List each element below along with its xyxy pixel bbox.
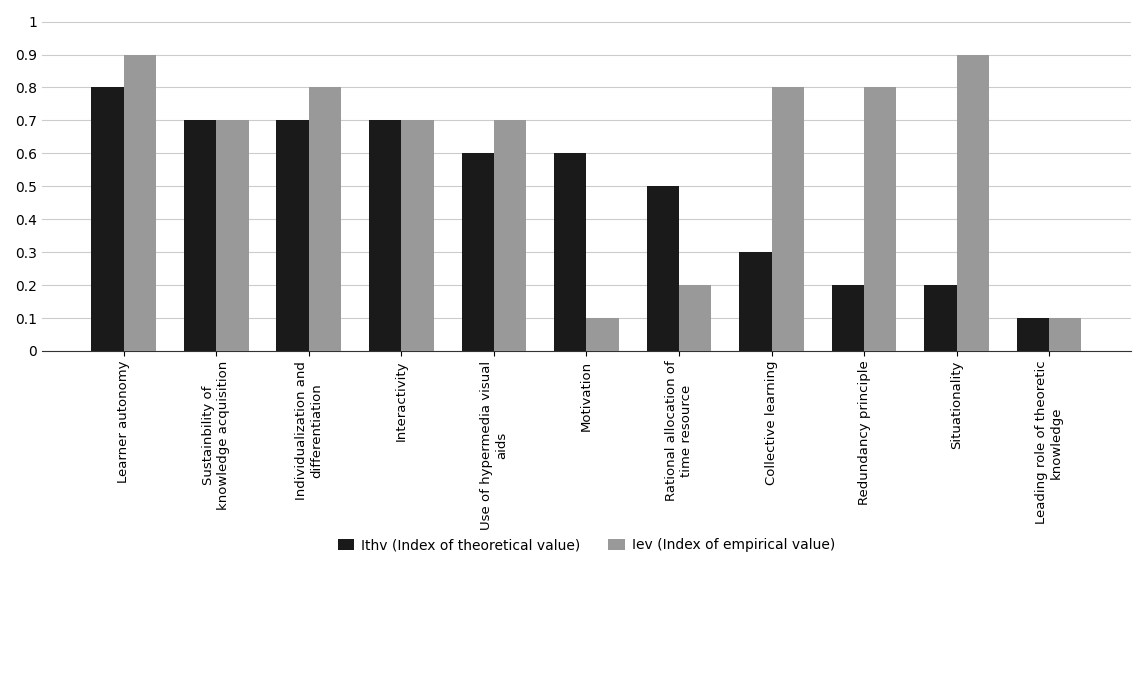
Bar (554, 153, 587, 351)
Bar (217, 120, 249, 351)
Legend: Ithv (Index of theoretical value), Iev (Index of empirical value): Ithv (Index of theoretical value), Iev (… (332, 533, 841, 558)
Bar (462, 153, 494, 351)
Bar (92, 88, 124, 351)
Bar (124, 55, 156, 351)
Bar (646, 186, 678, 351)
Bar (864, 88, 896, 351)
Bar (1017, 318, 1049, 351)
Bar (276, 120, 308, 351)
Bar (494, 120, 526, 351)
Bar (924, 285, 957, 351)
Bar (1049, 318, 1082, 351)
Bar (771, 88, 803, 351)
Bar (401, 120, 433, 351)
Bar (183, 120, 217, 351)
Bar (957, 55, 989, 351)
Bar (369, 120, 401, 351)
Bar (832, 285, 864, 351)
Bar (587, 318, 619, 351)
Bar (739, 252, 771, 351)
Bar (308, 88, 342, 351)
Bar (678, 285, 712, 351)
